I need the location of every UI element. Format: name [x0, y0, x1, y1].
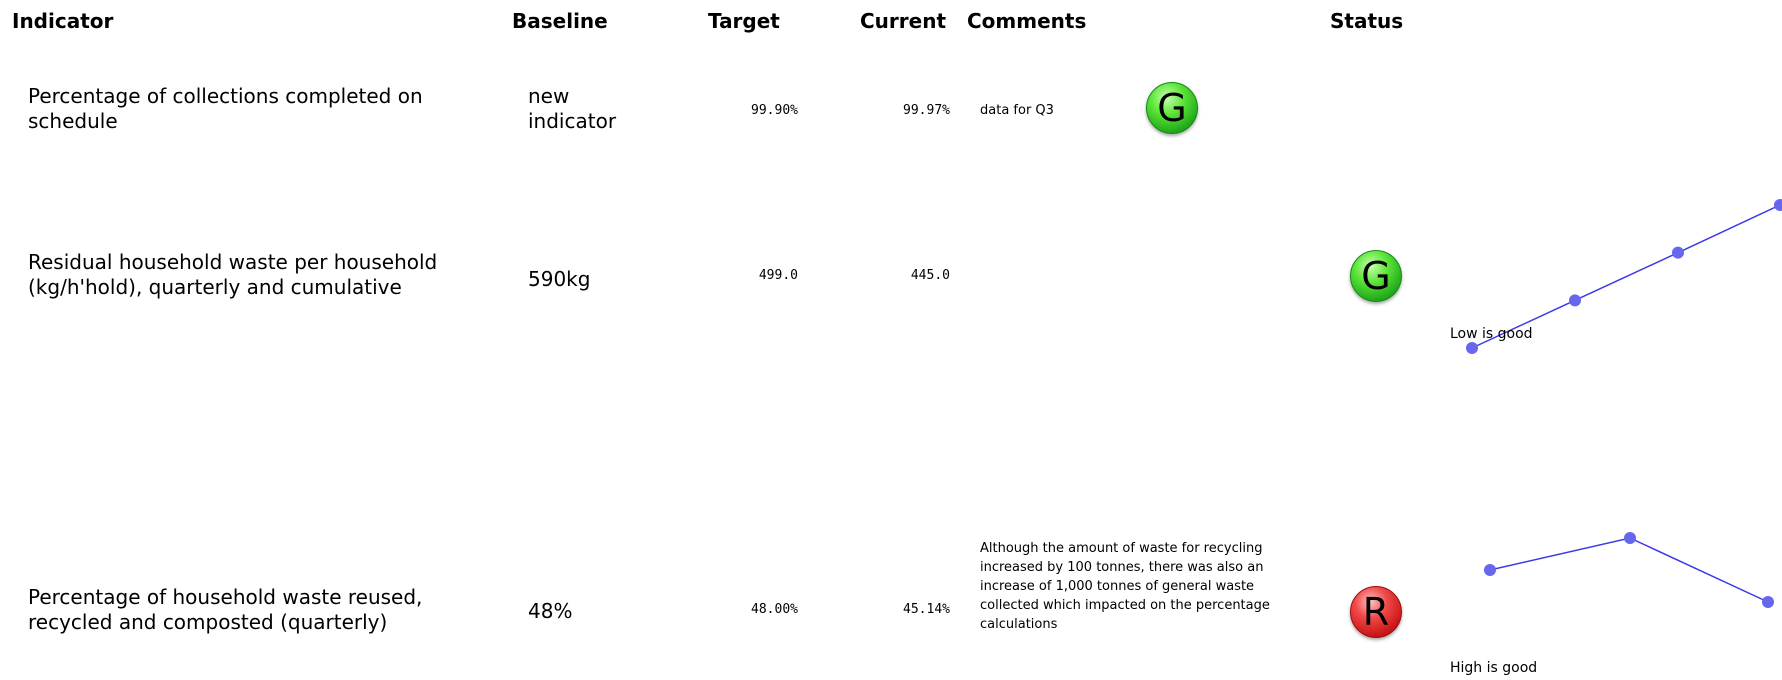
indicator-cell: Percentage of collections completed on s… — [28, 84, 423, 133]
status-letter: R — [1362, 590, 1390, 634]
baseline-cell: new indicator — [528, 84, 617, 133]
status-letter: G — [1361, 254, 1391, 298]
trend-point — [1466, 342, 1478, 354]
comment-cell: data for Q3 — [980, 103, 1054, 118]
trend-sparkline — [1484, 532, 1774, 608]
trend-note: High is good — [1450, 660, 1538, 676]
header-indicator: Indicator — [12, 9, 114, 33]
header-comments: Comments — [967, 9, 1087, 33]
trend-line — [1471, 204, 1781, 349]
indicator-cell: Percentage of household waste reused, re… — [28, 585, 423, 634]
trend-point — [1672, 246, 1684, 259]
header-status: Status — [1330, 9, 1404, 33]
comment-cell: Although the amount of waste for recycli… — [980, 541, 1270, 632]
trend-point — [1624, 532, 1636, 544]
header-baseline: Baseline — [512, 9, 608, 33]
target-cell: 48.00% — [751, 602, 798, 617]
header-current: Current — [860, 9, 947, 33]
status-letter: G — [1157, 86, 1187, 130]
baseline-cell: 590kg — [528, 267, 591, 291]
trend-point — [1484, 564, 1496, 576]
trend-point — [1569, 294, 1581, 307]
baseline-cell: 48% — [528, 599, 573, 623]
current-cell: 99.97% — [903, 103, 950, 118]
trend-sparkline — [1466, 199, 1782, 354]
current-cell: 45.14% — [903, 602, 950, 617]
status-badge: G — [1350, 250, 1402, 302]
current-cell: 445.0 — [910, 268, 950, 283]
status-badge: G — [1146, 82, 1198, 134]
indicator-cell: Residual household waste per household (… — [28, 250, 438, 299]
trend-line — [1489, 537, 1769, 603]
trend-point — [1774, 199, 1782, 211]
header-target: Target — [708, 9, 780, 33]
status-badge: R — [1350, 586, 1402, 638]
target-cell: 99.90% — [751, 103, 798, 118]
trend-note: Low is good — [1450, 326, 1533, 342]
target-cell: 499.0 — [758, 268, 798, 283]
trend-point — [1762, 596, 1774, 608]
